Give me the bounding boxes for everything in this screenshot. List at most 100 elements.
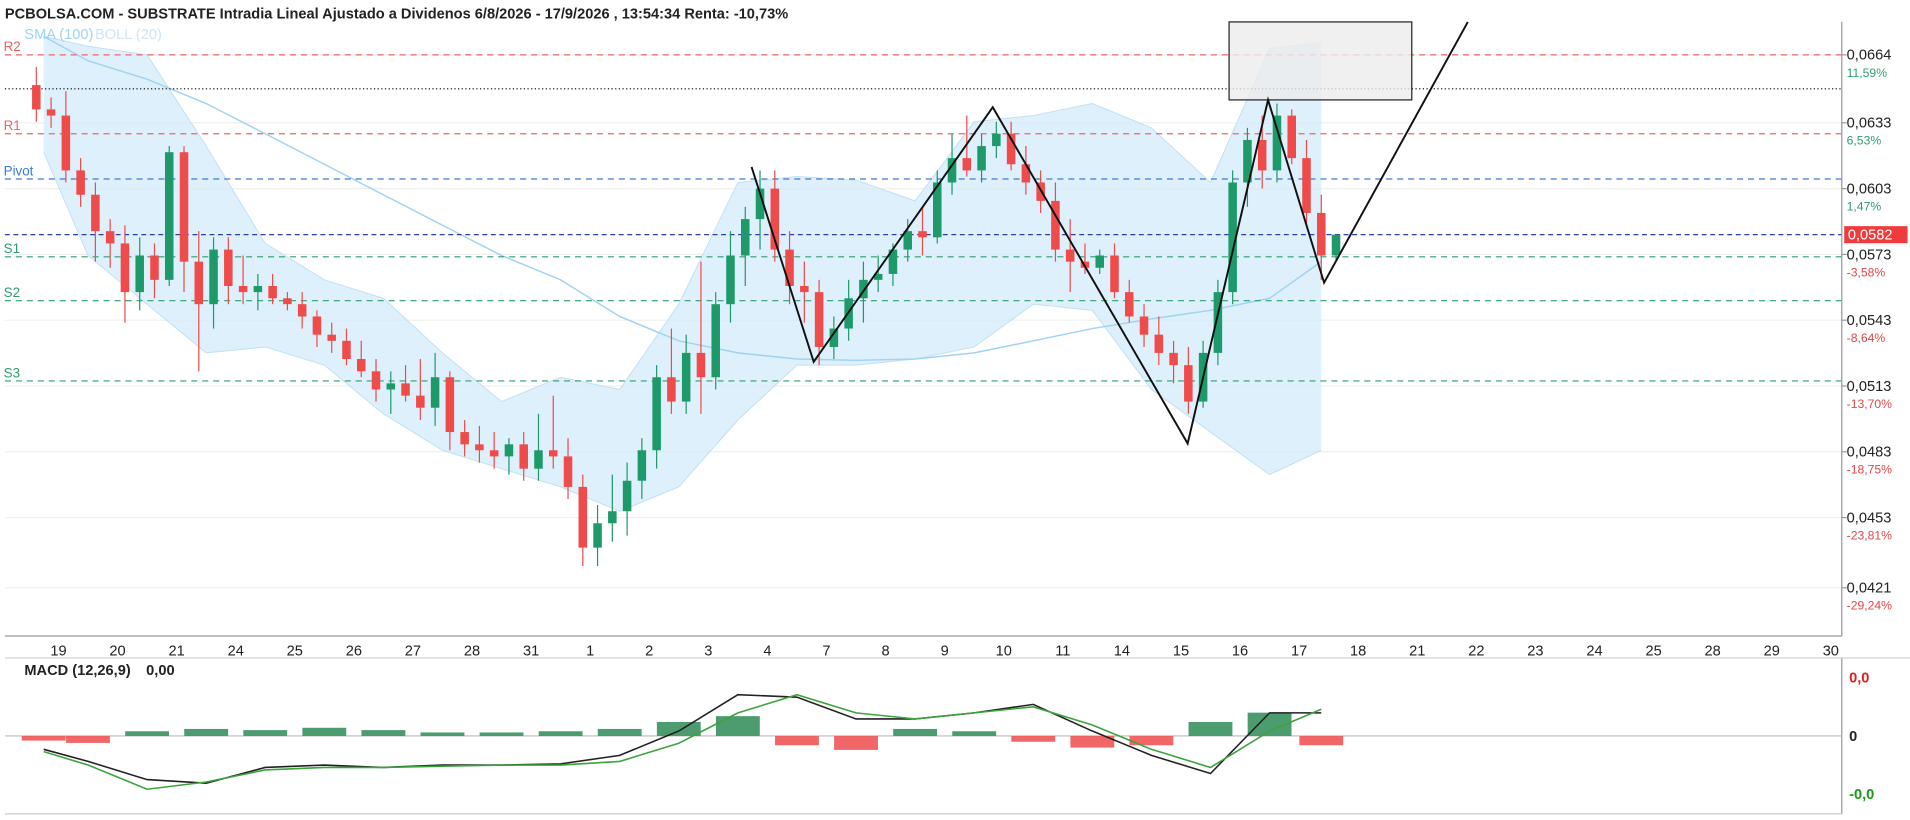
candle-body	[356, 359, 366, 372]
x-tick-label: 22	[1468, 644, 1484, 660]
y-tick-change: -29,24%	[1847, 599, 1893, 613]
x-tick-label: 17	[1291, 644, 1307, 660]
candle-body	[962, 158, 972, 171]
macd-histogram-bar	[361, 730, 406, 736]
macd-tick-label: 0,0	[1849, 671, 1869, 687]
candle-body	[342, 340, 351, 360]
candle-body	[977, 146, 986, 171]
candle-body	[667, 377, 676, 402]
candle-body	[873, 273, 883, 280]
y-tick-label: 0,0421	[1847, 581, 1892, 597]
candle-body	[1243, 139, 1252, 183]
candle-body	[740, 219, 750, 256]
macd-histogram-bar	[1299, 735, 1344, 746]
x-tick-label: 3	[704, 644, 712, 660]
candle-body	[785, 249, 794, 286]
macd-histogram-bar	[834, 735, 878, 750]
macd-histogram-bar	[420, 732, 465, 736]
candle-body	[224, 249, 233, 286]
y-tick-change: -23,81%	[1847, 529, 1893, 543]
candle-body	[1331, 234, 1341, 256]
candle-body	[519, 444, 528, 469]
candle-body	[755, 188, 765, 220]
candle-body	[534, 450, 543, 469]
bollinger-upper	[43, 35, 1322, 403]
x-tick-label: 21	[1409, 644, 1425, 660]
y-tick-change: -8,64%	[1847, 331, 1886, 345]
candle-body	[164, 152, 174, 280]
macd-histogram-bar	[775, 735, 819, 746]
sma-line	[43, 35, 1322, 362]
candle-body	[76, 170, 85, 195]
x-tick-label: 8	[881, 644, 889, 660]
candle-body	[888, 249, 898, 274]
x-tick-label: 25	[1645, 644, 1661, 660]
candle-body	[135, 255, 144, 293]
y-tick-change: 11,59%	[1847, 66, 1888, 80]
x-tick-label: 10	[996, 644, 1012, 660]
x-tick-label: 24	[228, 644, 244, 660]
axes: 0,0664 0,0633 0,0603 0,0573 0,0543 0,0513 0,04…	[50, 48, 1908, 660]
legend-entry: BOLL (20)	[95, 27, 162, 43]
x-tick-label: 21	[168, 644, 184, 660]
macd-histogram-bar	[1129, 735, 1174, 746]
candle-body	[770, 188, 780, 250]
candle-body	[327, 334, 336, 341]
candle-body	[814, 292, 824, 347]
pivot-level-label: R1	[4, 118, 21, 133]
pattern-drawing	[750, 21, 1469, 447]
candle-body	[711, 304, 720, 378]
candle-body	[386, 383, 396, 390]
x-tick-label: 15	[1173, 644, 1189, 660]
pivot-level-label: S1	[4, 241, 20, 256]
pivot-level-label: R2	[4, 39, 21, 54]
pivot-level-label: S2	[4, 285, 20, 300]
macd-histogram-bar	[243, 730, 288, 736]
x-tick-label: 14	[1114, 644, 1130, 660]
bollinger-lower	[43, 152, 1322, 512]
macd-histogram-bar	[952, 731, 997, 736]
y-tick-change: 1,47%	[1847, 200, 1882, 214]
candle-body	[637, 450, 647, 481]
x-tick-label: 20	[109, 644, 125, 660]
y-tick-change: -13,70%	[1847, 397, 1893, 411]
candle-body	[194, 261, 204, 305]
legend-entry: SMA (100)	[24, 27, 93, 43]
candle-body	[120, 243, 130, 293]
candle-body	[1051, 200, 1060, 250]
candle-body	[548, 450, 558, 457]
x-tick-label: 2	[645, 644, 653, 660]
candle-body	[622, 480, 632, 512]
macd-histogram-bar	[21, 735, 66, 741]
candle-body	[652, 377, 661, 451]
candle-body	[209, 249, 218, 305]
candle-body	[681, 352, 691, 402]
candle-body	[1095, 255, 1104, 268]
macd-last: 0,00	[146, 663, 174, 679]
macd-histogram-bar	[302, 727, 347, 736]
candle-body	[918, 231, 927, 238]
candles	[32, 66, 1341, 567]
candle-body	[903, 231, 912, 250]
candle-body	[460, 432, 469, 445]
x-tick-label: 9	[941, 644, 949, 660]
candle-body	[401, 383, 410, 396]
pivot-level-label: Pivot	[4, 163, 34, 178]
macd-histogram-bar	[1070, 735, 1115, 748]
macd-panel: 0,0 0 -0,0	[4, 671, 1874, 803]
x-tick-label: 4	[763, 644, 771, 660]
candle-body	[696, 352, 706, 378]
candle-body	[475, 444, 484, 451]
macd-histogram-bar	[597, 728, 642, 736]
candle-body	[1317, 212, 1326, 256]
pivot-level-label: S3	[4, 365, 20, 380]
candle-body	[504, 444, 514, 457]
bollinger-band	[43, 36, 1322, 512]
candle-body	[1125, 292, 1134, 317]
y-tick-label: 0,0453	[1847, 510, 1892, 526]
candle-body	[283, 298, 292, 305]
x-tick-label: 11	[1055, 644, 1070, 660]
candle-body	[61, 115, 71, 171]
x-tick-label: 28	[1705, 644, 1721, 660]
candle-body	[32, 85, 41, 110]
